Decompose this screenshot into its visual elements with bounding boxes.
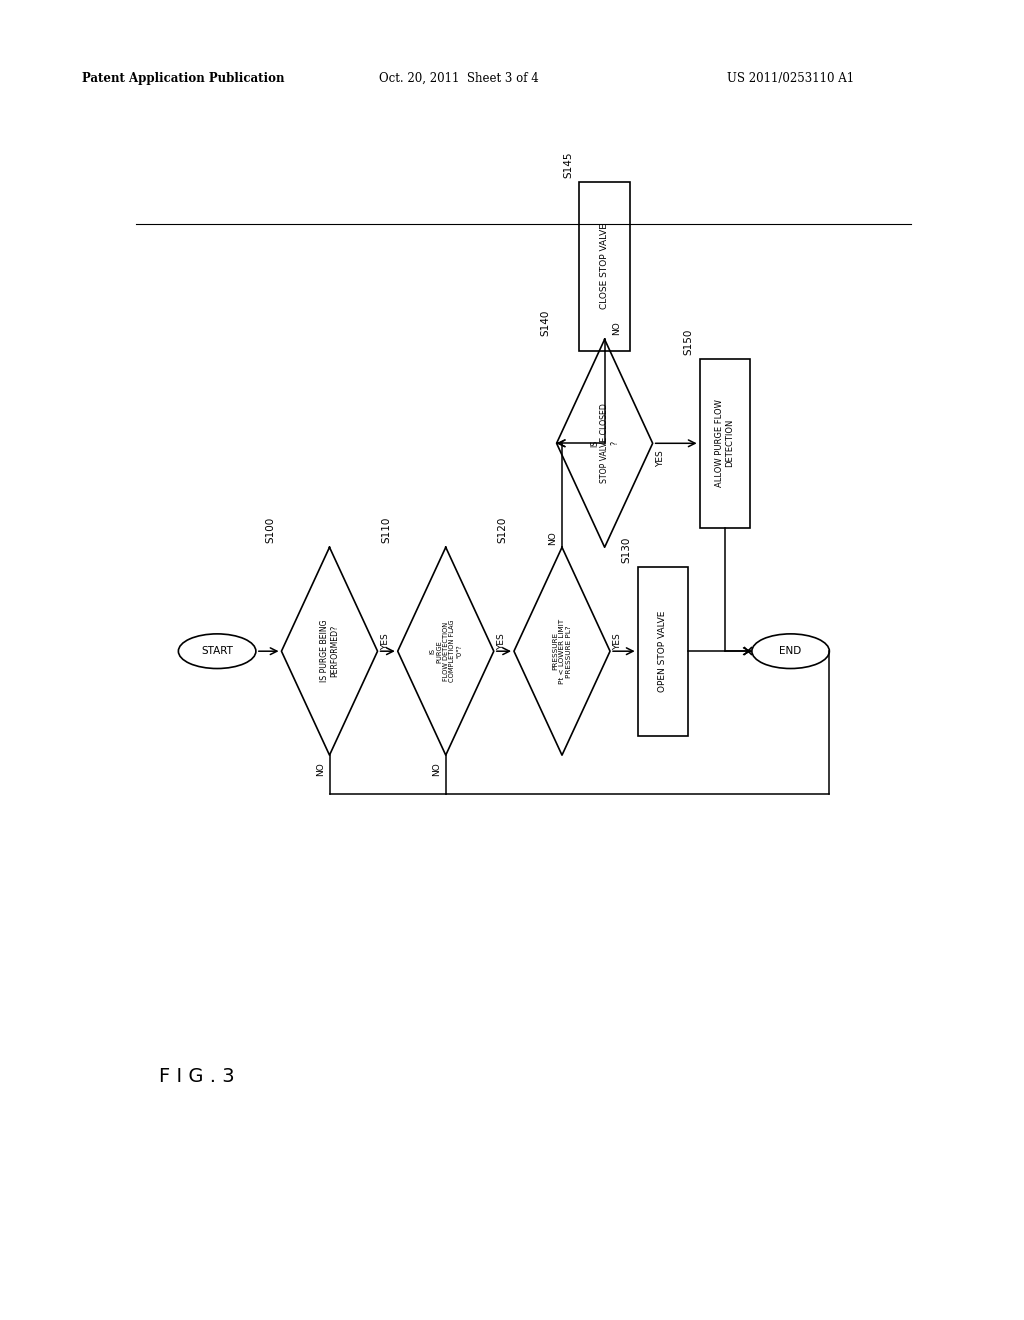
Text: ALLOW PURGE FLOW
DETECTION: ALLOW PURGE FLOW DETECTION bbox=[715, 400, 734, 487]
Text: NO: NO bbox=[548, 531, 557, 545]
Text: S150: S150 bbox=[683, 329, 693, 355]
Text: PRESSURE
Pt < LOWER LIMIT
PRESSURE PL?: PRESSURE Pt < LOWER LIMIT PRESSURE PL? bbox=[552, 619, 571, 684]
Text: CLOSE STOP VALVE: CLOSE STOP VALVE bbox=[600, 223, 609, 309]
Text: F I G . 3: F I G . 3 bbox=[159, 1068, 234, 1086]
Text: S100: S100 bbox=[265, 517, 275, 544]
Text: NO: NO bbox=[612, 321, 622, 335]
Text: YES: YES bbox=[613, 634, 623, 651]
Text: S130: S130 bbox=[622, 536, 632, 562]
Text: S120: S120 bbox=[498, 517, 508, 544]
Text: IS PURGE BEING
PERFORMED?: IS PURGE BEING PERFORMED? bbox=[319, 620, 339, 682]
Text: US 2011/0253110 A1: US 2011/0253110 A1 bbox=[727, 71, 854, 84]
Text: YES: YES bbox=[381, 634, 390, 651]
Text: YES: YES bbox=[655, 450, 665, 467]
Text: Oct. 20, 2011  Sheet 3 of 4: Oct. 20, 2011 Sheet 3 of 4 bbox=[379, 71, 539, 84]
Text: S140: S140 bbox=[541, 309, 550, 335]
Text: NO: NO bbox=[432, 762, 441, 776]
Text: OPEN STOP VALVE: OPEN STOP VALVE bbox=[658, 611, 668, 692]
Bar bbox=[580, 181, 630, 351]
Text: END: END bbox=[779, 647, 802, 656]
Text: YES: YES bbox=[497, 634, 506, 651]
Bar bbox=[699, 359, 750, 528]
Text: IS
STOP VALVE CLOSED
?: IS STOP VALVE CLOSED ? bbox=[590, 404, 620, 483]
Text: NO: NO bbox=[315, 762, 325, 776]
Text: S145: S145 bbox=[563, 152, 573, 178]
Text: IS
PURGE
FLOW DETECTION
COMPLETION FLAG
"0"?: IS PURGE FLOW DETECTION COMPLETION FLAG … bbox=[429, 620, 462, 682]
Text: START: START bbox=[201, 647, 233, 656]
Bar bbox=[638, 566, 688, 737]
Text: Patent Application Publication: Patent Application Publication bbox=[82, 71, 285, 84]
Text: S110: S110 bbox=[382, 517, 391, 544]
